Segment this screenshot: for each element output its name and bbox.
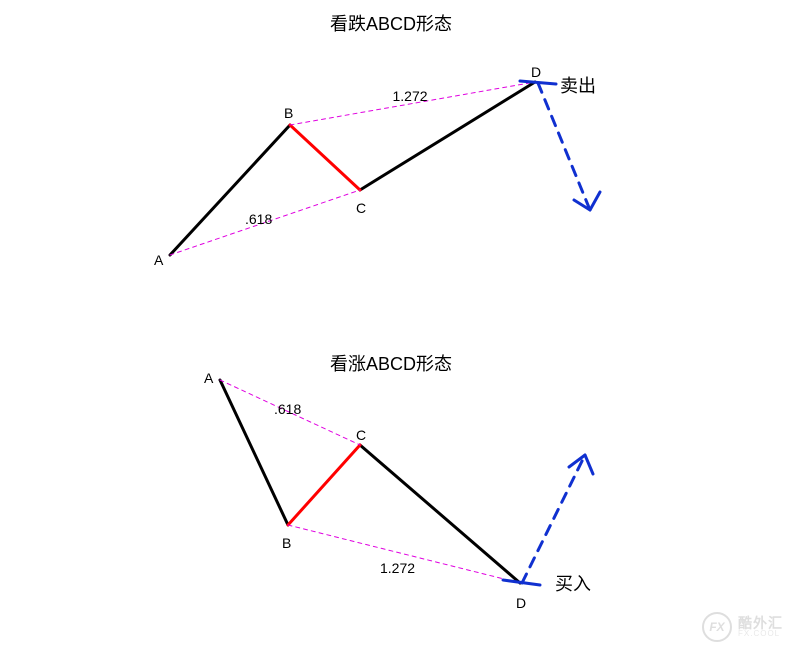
action-label-buy: 买入 — [555, 570, 591, 596]
point-label-D-bearish: D — [531, 64, 541, 80]
ratio-label-AC-bearish: .618 — [245, 211, 272, 227]
title-bullish: 看涨ABCD形态 — [330, 350, 452, 376]
point-label-D-bullish: D — [516, 595, 526, 611]
point-label-C-bullish: C — [356, 427, 366, 443]
ratio-label-AC-bullish: .618 — [274, 401, 301, 417]
point-label-B-bearish: B — [284, 105, 293, 121]
point-label-B-bullish: B — [282, 535, 291, 551]
action-label-sell: 卖出 — [560, 72, 596, 98]
watermark: FX 酷外汇 FX.COOL — [702, 612, 783, 642]
watermark-fx-icon: FX — [702, 612, 732, 642]
point-label-A-bullish: A — [204, 370, 213, 386]
point-label-A-bearish: A — [154, 252, 163, 268]
ratio-label-BD-bullish: 1.272 — [380, 560, 415, 576]
watermark-main: 酷外汇 — [738, 616, 783, 630]
title-bearish: 看跌ABCD形态 — [330, 10, 452, 36]
watermark-sub: FX.COOL — [738, 630, 783, 638]
ratio-label-BD-bearish: 1.272 — [393, 88, 428, 104]
point-label-C-bearish: C — [356, 200, 366, 216]
